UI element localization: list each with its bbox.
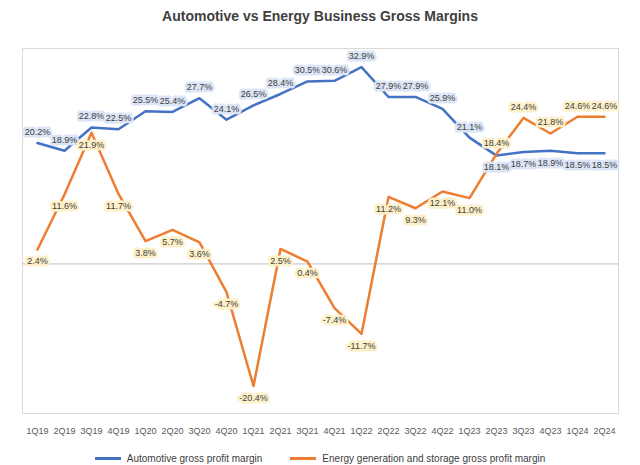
svg-text:3Q19: 3Q19 bbox=[80, 426, 102, 436]
svg-text:2.5%: 2.5% bbox=[270, 256, 291, 266]
svg-text:22.8%: 22.8% bbox=[79, 111, 105, 121]
svg-text:1Q20: 1Q20 bbox=[134, 426, 156, 436]
svg-text:3Q22: 3Q22 bbox=[404, 426, 426, 436]
svg-text:9.3%: 9.3% bbox=[405, 215, 426, 225]
svg-text:3Q21: 3Q21 bbox=[296, 426, 318, 436]
svg-text:27.9%: 27.9% bbox=[376, 81, 402, 91]
svg-text:-20.4%: -20.4% bbox=[239, 393, 268, 403]
svg-text:3.8%: 3.8% bbox=[135, 248, 156, 258]
svg-text:18.1%: 18.1% bbox=[484, 162, 510, 172]
svg-text:4Q20: 4Q20 bbox=[215, 426, 237, 436]
svg-text:1Q22: 1Q22 bbox=[350, 426, 372, 436]
svg-text:24.4%: 24.4% bbox=[511, 102, 537, 112]
svg-text:2Q23: 2Q23 bbox=[485, 426, 507, 436]
svg-text:30.6%: 30.6% bbox=[322, 65, 348, 75]
svg-text:1Q24: 1Q24 bbox=[566, 426, 588, 436]
svg-text:18.9%: 18.9% bbox=[538, 158, 564, 168]
svg-text:25.4%: 25.4% bbox=[160, 96, 186, 106]
svg-text:5.7%: 5.7% bbox=[162, 237, 183, 247]
svg-text:21.1%: 21.1% bbox=[457, 122, 483, 132]
svg-text:0.4%: 0.4% bbox=[297, 268, 318, 278]
svg-text:1Q23: 1Q23 bbox=[458, 426, 480, 436]
svg-text:24.1%: 24.1% bbox=[214, 104, 240, 114]
svg-text:27.7%: 27.7% bbox=[187, 82, 213, 92]
svg-text:18.5%: 18.5% bbox=[565, 160, 591, 170]
svg-text:12.1%: 12.1% bbox=[430, 198, 456, 208]
svg-text:11.6%: 11.6% bbox=[52, 201, 77, 211]
svg-text:4Q21: 4Q21 bbox=[323, 426, 345, 436]
svg-text:21.9%: 21.9% bbox=[79, 140, 105, 150]
svg-text:32.9%: 32.9% bbox=[349, 51, 375, 61]
svg-text:30.5%: 30.5% bbox=[295, 65, 321, 75]
svg-text:3Q20: 3Q20 bbox=[188, 426, 210, 436]
html-text:Automotive gross profit margin: Automotive gross profit margin bbox=[126, 452, 263, 464]
svg-text:2Q20: 2Q20 bbox=[161, 426, 183, 436]
svg-text:20.2%: 20.2% bbox=[25, 127, 51, 137]
svg-text:25.5%: 25.5% bbox=[133, 95, 159, 105]
html-text:Energy generation and storage: Energy generation and storage gross prof… bbox=[322, 452, 546, 464]
svg-text:-7.4%: -7.4% bbox=[323, 315, 347, 325]
svg-text:18.7%: 18.7% bbox=[511, 159, 537, 169]
svg-text:18.4%: 18.4% bbox=[484, 138, 510, 148]
svg-text:18.9%: 18.9% bbox=[52, 135, 78, 145]
svg-text:-4.7%: -4.7% bbox=[215, 299, 239, 309]
svg-text:2Q21: 2Q21 bbox=[269, 426, 291, 436]
svg-text:1Q21: 1Q21 bbox=[242, 426, 264, 436]
svg-text:11.0%: 11.0% bbox=[457, 205, 482, 215]
svg-text:4Q22: 4Q22 bbox=[431, 426, 453, 436]
svg-text:25.9%: 25.9% bbox=[430, 93, 456, 103]
svg-text:11.2%: 11.2% bbox=[376, 204, 401, 214]
svg-text:4Q23: 4Q23 bbox=[539, 426, 561, 436]
svg-text:27.9%: 27.9% bbox=[403, 81, 429, 91]
svg-text:24.6%: 24.6% bbox=[565, 101, 591, 111]
svg-text:2Q19: 2Q19 bbox=[53, 426, 75, 436]
svg-text:4Q19: 4Q19 bbox=[107, 426, 129, 436]
svg-text:28.4%: 28.4% bbox=[268, 78, 294, 88]
svg-text:3.6%: 3.6% bbox=[189, 249, 210, 259]
svg-text:2Q24: 2Q24 bbox=[593, 426, 615, 436]
svg-text:-11.7%: -11.7% bbox=[348, 341, 376, 351]
html-text:Automotive vs Energy Business: Automotive vs Energy Business Gross Marg… bbox=[162, 8, 478, 24]
svg-text:24.6%: 24.6% bbox=[592, 101, 618, 111]
svg-text:11.7%: 11.7% bbox=[106, 201, 131, 211]
svg-text:2.4%: 2.4% bbox=[27, 256, 48, 266]
svg-text:18.5%: 18.5% bbox=[592, 160, 618, 170]
svg-text:22.5%: 22.5% bbox=[106, 113, 132, 123]
svg-text:2Q22: 2Q22 bbox=[377, 426, 399, 436]
svg-text:26.5%: 26.5% bbox=[241, 89, 267, 99]
svg-text:3Q23: 3Q23 bbox=[512, 426, 534, 436]
svg-text:1Q19: 1Q19 bbox=[26, 426, 48, 436]
svg-text:21.8%: 21.8% bbox=[538, 117, 564, 127]
